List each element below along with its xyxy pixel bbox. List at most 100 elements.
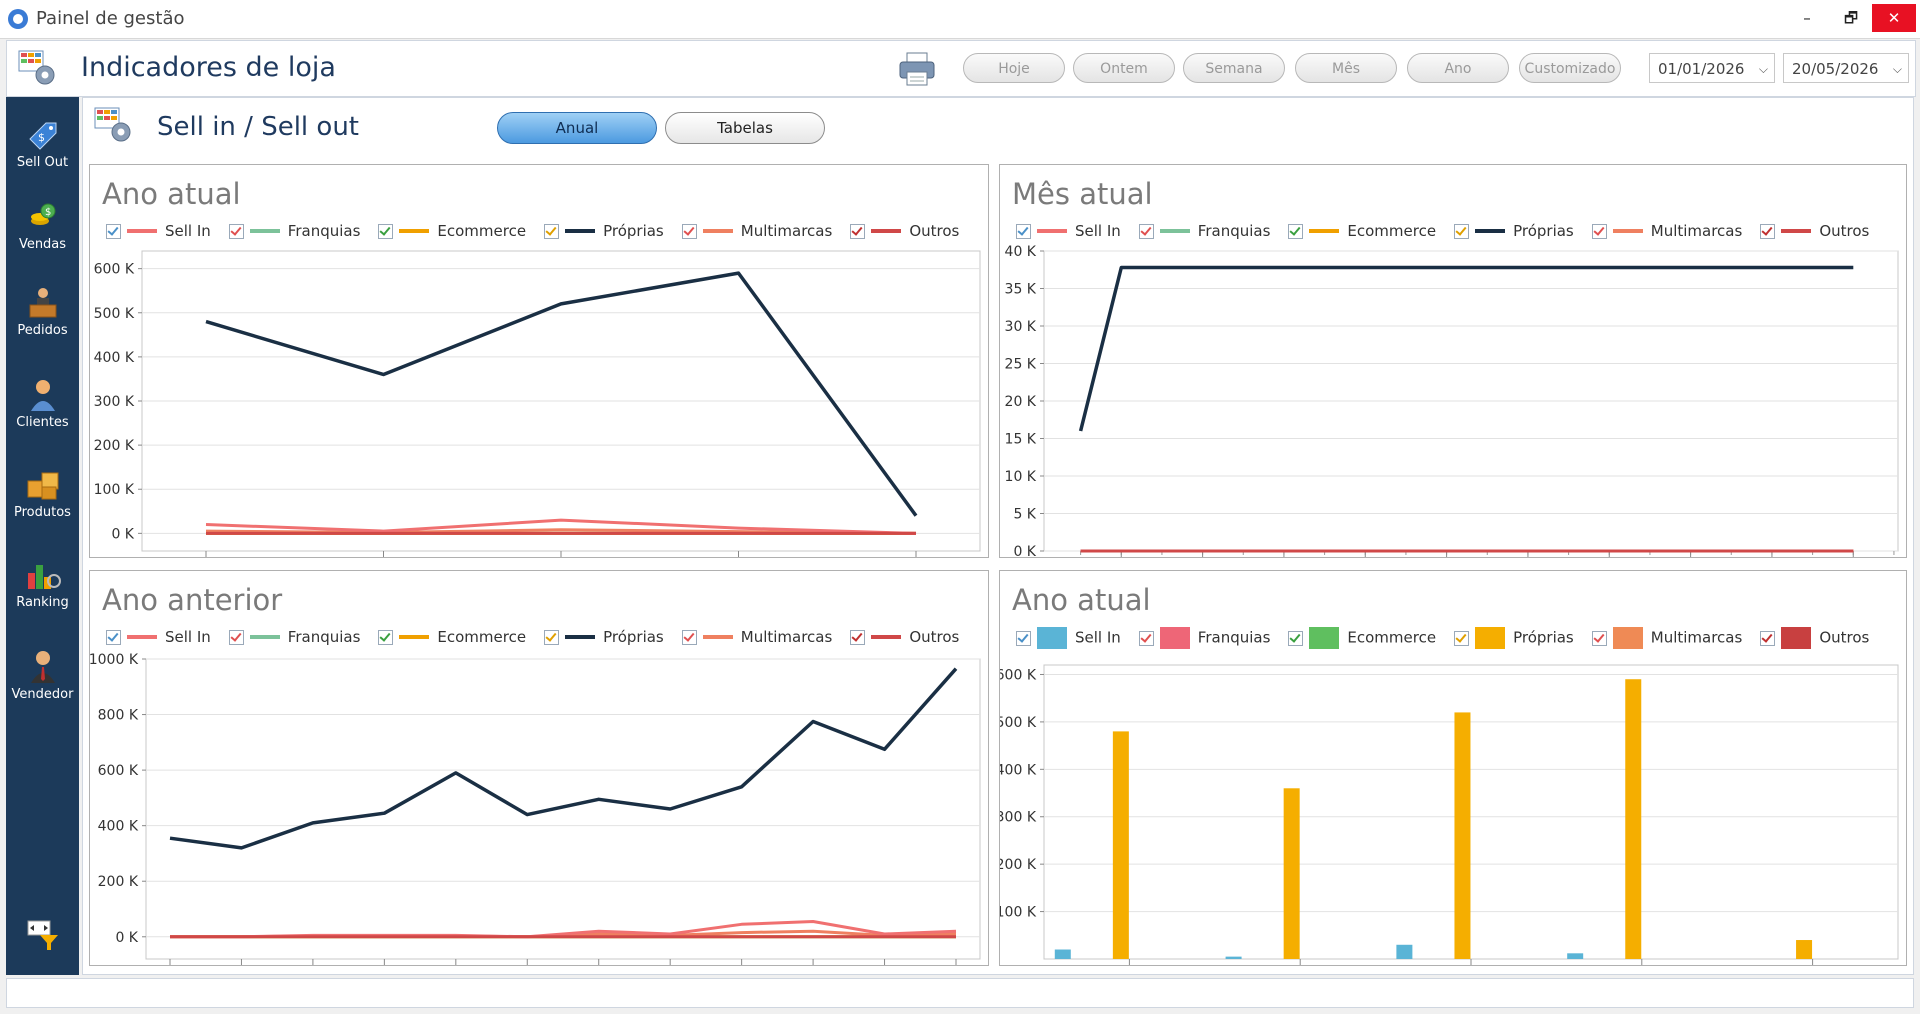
sidebar-item-clientes[interactable]: Clientes <box>6 377 79 430</box>
legend-checkbox[interactable] <box>1591 630 1607 646</box>
legend-swatch <box>1781 229 1812 233</box>
svg-text:$: $ <box>45 207 51 218</box>
legend-item-ecommerce[interactable]: Ecommerce <box>1288 222 1436 240</box>
y-tick-label: 600 K <box>94 262 135 278</box>
chart-title: Mês atual <box>1012 177 1153 211</box>
y-tick-label: 0 K <box>111 526 134 542</box>
legend-item-sell-in[interactable]: Sell In <box>1016 222 1121 240</box>
legend-checkbox[interactable] <box>228 629 244 645</box>
salesman-icon <box>30 651 55 683</box>
legend-checkbox[interactable] <box>544 629 560 645</box>
legend-swatch <box>1037 229 1067 233</box>
legend-checkbox[interactable] <box>1288 630 1304 646</box>
filter-ano-button[interactable]: Ano <box>1407 53 1509 83</box>
legend-checkbox[interactable] <box>378 223 394 239</box>
legend-checkbox[interactable] <box>850 629 866 645</box>
legend-item-multimarcas[interactable]: Multimarcas <box>681 222 832 240</box>
filter-semana-button[interactable]: Semana <box>1183 53 1285 83</box>
filter-customizado-button[interactable]: Customizado <box>1519 53 1621 83</box>
legend-checkbox[interactable] <box>228 223 244 239</box>
legend-item-ecommerce[interactable]: Ecommerce <box>1288 627 1436 649</box>
legend-item-sell-in[interactable]: Sell In <box>106 222 211 240</box>
sidebar-item-sell-out[interactable]: $ Sell Out <box>6 117 79 170</box>
legend-swatch <box>871 635 902 639</box>
y-tick-label: 200 K <box>1000 857 1037 873</box>
legend-checkbox[interactable] <box>106 223 121 239</box>
y-tick-label: 25 K <box>1005 357 1037 373</box>
tab-tabelas[interactable]: Tabelas <box>665 112 825 144</box>
legend-label: Multimarcas <box>1650 628 1743 647</box>
legend-checkbox[interactable] <box>681 223 697 239</box>
legend-item-franquias[interactable]: Franquias <box>228 628 360 646</box>
legend-checkbox[interactable] <box>106 629 121 645</box>
legend-item-franquias[interactable]: Franquias <box>1138 222 1270 240</box>
legend-item-outros[interactable]: Outros <box>1760 627 1869 649</box>
date-from-select[interactable]: 01/01/2026 ⌵ <box>1649 53 1775 83</box>
legend-checkbox[interactable] <box>850 223 866 239</box>
sidebar-item-label: Vendas <box>18 237 67 252</box>
legend-item-outros[interactable]: Outros <box>1760 222 1869 240</box>
legend-swatch <box>1037 627 1067 649</box>
legend-checkbox[interactable] <box>1760 630 1776 646</box>
legend-item-sell-in[interactable]: Sell In <box>106 628 211 646</box>
legend-swatch <box>702 229 733 233</box>
sidebar-filter-button[interactable] <box>6 917 79 955</box>
dashboard-gear-icon <box>18 50 55 85</box>
filter-hoje-button[interactable]: Hoje <box>963 53 1065 83</box>
legend-item-franquias[interactable]: Franquias <box>228 221 361 240</box>
plot-area <box>1043 664 1899 960</box>
legend-checkbox[interactable] <box>1138 223 1154 239</box>
legend-item-ecommerce[interactable]: Ecommerce <box>378 628 526 646</box>
sidebar-item-produtos[interactable]: Produtos <box>6 467 79 520</box>
printer-icon[interactable] <box>897 50 937 88</box>
legend-swatch <box>1475 229 1506 233</box>
legend-label: Franquias <box>287 221 361 240</box>
sidebar-item-label: Produtos <box>14 505 71 520</box>
minimize-button[interactable]: – <box>1803 9 1811 27</box>
legend-item-outros[interactable]: Outros <box>850 628 959 646</box>
sidebar-item-pedidos[interactable]: Pedidos <box>6 285 79 338</box>
legend-checkbox[interactable] <box>1591 223 1607 239</box>
legend-checkbox[interactable] <box>681 629 697 645</box>
legend-label: Próprias <box>603 221 664 240</box>
bar-sell-in-2 <box>1396 944 1413 959</box>
legend-item-franquias[interactable]: Franquias <box>1138 627 1270 649</box>
filter-ontem-button[interactable]: Ontem <box>1073 53 1175 83</box>
legend-checkbox[interactable] <box>378 629 394 645</box>
date-to-select[interactable]: 20/05/2026 ⌵ <box>1783 53 1909 83</box>
legend-checkbox[interactable] <box>1016 223 1031 239</box>
legend-checkbox[interactable] <box>1760 223 1776 239</box>
legend-item-outros[interactable]: Outros <box>850 222 959 240</box>
sidebar-item-ranking[interactable]: Ranking <box>6 557 79 610</box>
close-button[interactable]: ✕ <box>1872 4 1916 32</box>
legend-item-multimarcas[interactable]: Multimarcas <box>1591 627 1743 649</box>
series-line-pr-prias <box>1078 265 1854 432</box>
legend-item-pr-prias[interactable]: Próprias <box>1454 627 1574 649</box>
series-line-sell-in <box>205 518 917 535</box>
legend-item-pr-prias[interactable]: Próprias <box>1454 222 1574 240</box>
legend-label: Próprias <box>603 627 664 646</box>
tab-anual[interactable]: Anual <box>497 112 657 144</box>
legend-label: Ecommerce <box>437 221 527 240</box>
legend-item-multimarcas[interactable]: Multimarcas <box>1591 222 1742 240</box>
sidebar-item-vendedor[interactable]: Vendedor <box>6 649 79 702</box>
legend-item-sell-in[interactable]: Sell In <box>1016 627 1121 649</box>
legend-checkbox[interactable] <box>1138 630 1154 646</box>
y-tick-label: 600 K <box>98 763 139 779</box>
legend-checkbox[interactable] <box>1016 630 1031 646</box>
sidebar-item-vendas[interactable]: $ Vendas <box>6 199 79 252</box>
filter-mes-button[interactable]: Mês <box>1295 53 1397 83</box>
legend-checkbox[interactable] <box>1454 630 1470 646</box>
legend-item-ecommerce[interactable]: Ecommerce <box>378 222 526 240</box>
restore-button[interactable]: 🗗 <box>1843 9 1859 27</box>
legend-checkbox[interactable] <box>544 223 560 239</box>
legend-item-pr-prias[interactable]: Próprias <box>544 222 664 240</box>
legend-item-pr-prias[interactable]: Próprias <box>544 628 664 646</box>
y-tick-label: 300 K <box>1000 810 1037 826</box>
chart-panel-ano-atual-bar: Ano atual Sell In Franquias Ecommerce Própr… <box>999 570 1907 966</box>
ranking-icon <box>27 565 61 589</box>
legend-checkbox[interactable] <box>1454 223 1470 239</box>
legend-item-multimarcas[interactable]: Multimarcas <box>681 628 832 646</box>
legend-checkbox[interactable] <box>1288 223 1304 239</box>
